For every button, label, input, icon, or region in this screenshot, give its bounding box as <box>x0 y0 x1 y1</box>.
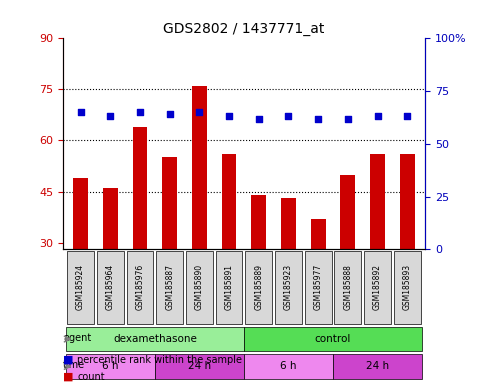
FancyBboxPatch shape <box>156 251 183 324</box>
Text: GSM185888: GSM185888 <box>343 265 352 310</box>
Bar <box>132 127 147 249</box>
Text: agent: agent <box>63 333 91 343</box>
Bar <box>281 198 296 249</box>
Point <box>77 109 85 115</box>
Text: 24 h: 24 h <box>188 361 211 371</box>
Text: control: control <box>315 334 351 344</box>
FancyBboxPatch shape <box>244 354 333 379</box>
Point <box>225 113 233 119</box>
Text: GSM185964: GSM185964 <box>106 264 115 310</box>
Point <box>284 113 292 119</box>
Text: GSM185890: GSM185890 <box>195 264 204 310</box>
Point <box>106 113 114 119</box>
Point <box>403 113 411 119</box>
Text: GSM185976: GSM185976 <box>136 264 144 310</box>
FancyBboxPatch shape <box>66 354 155 379</box>
Text: ■: ■ <box>63 355 73 365</box>
Text: GSM185923: GSM185923 <box>284 264 293 310</box>
Text: GSM185891: GSM185891 <box>225 264 234 310</box>
FancyBboxPatch shape <box>155 354 244 379</box>
Point <box>374 113 382 119</box>
Text: GSM185977: GSM185977 <box>313 264 323 310</box>
Bar <box>311 219 326 249</box>
Text: 6 h: 6 h <box>280 361 297 371</box>
FancyBboxPatch shape <box>275 251 302 324</box>
Text: count: count <box>77 372 105 382</box>
FancyBboxPatch shape <box>245 251 272 324</box>
Text: percentile rank within the sample: percentile rank within the sample <box>77 355 242 365</box>
FancyBboxPatch shape <box>216 251 242 324</box>
Title: GDS2802 / 1437771_at: GDS2802 / 1437771_at <box>163 22 325 36</box>
Text: 24 h: 24 h <box>366 361 389 371</box>
Point <box>255 116 263 122</box>
Bar <box>400 154 414 249</box>
Text: GSM185887: GSM185887 <box>165 264 174 310</box>
FancyBboxPatch shape <box>186 251 213 324</box>
Bar <box>370 154 385 249</box>
FancyBboxPatch shape <box>66 327 244 351</box>
Bar <box>73 178 88 249</box>
Bar <box>251 195 266 249</box>
FancyBboxPatch shape <box>127 251 154 324</box>
Text: time: time <box>63 360 85 370</box>
FancyBboxPatch shape <box>394 251 421 324</box>
Point <box>344 116 352 122</box>
Text: dexamethasone: dexamethasone <box>113 334 197 344</box>
Bar <box>222 154 237 249</box>
Point <box>166 111 173 118</box>
Text: GSM185889: GSM185889 <box>254 264 263 310</box>
Text: 6 h: 6 h <box>102 361 118 371</box>
FancyBboxPatch shape <box>364 251 391 324</box>
Text: GSM185924: GSM185924 <box>76 264 85 310</box>
Bar <box>103 188 118 249</box>
FancyBboxPatch shape <box>97 251 124 324</box>
Bar <box>162 157 177 249</box>
Text: GSM185893: GSM185893 <box>403 264 412 310</box>
Text: GSM185892: GSM185892 <box>373 264 382 310</box>
Bar <box>192 86 207 249</box>
FancyBboxPatch shape <box>333 354 422 379</box>
Point <box>136 109 144 115</box>
FancyBboxPatch shape <box>335 251 361 324</box>
Text: ■: ■ <box>63 372 73 382</box>
Point <box>314 116 322 122</box>
Point <box>196 109 203 115</box>
FancyBboxPatch shape <box>244 327 422 351</box>
Bar <box>341 174 355 249</box>
FancyBboxPatch shape <box>305 251 331 324</box>
FancyBboxPatch shape <box>67 251 94 324</box>
